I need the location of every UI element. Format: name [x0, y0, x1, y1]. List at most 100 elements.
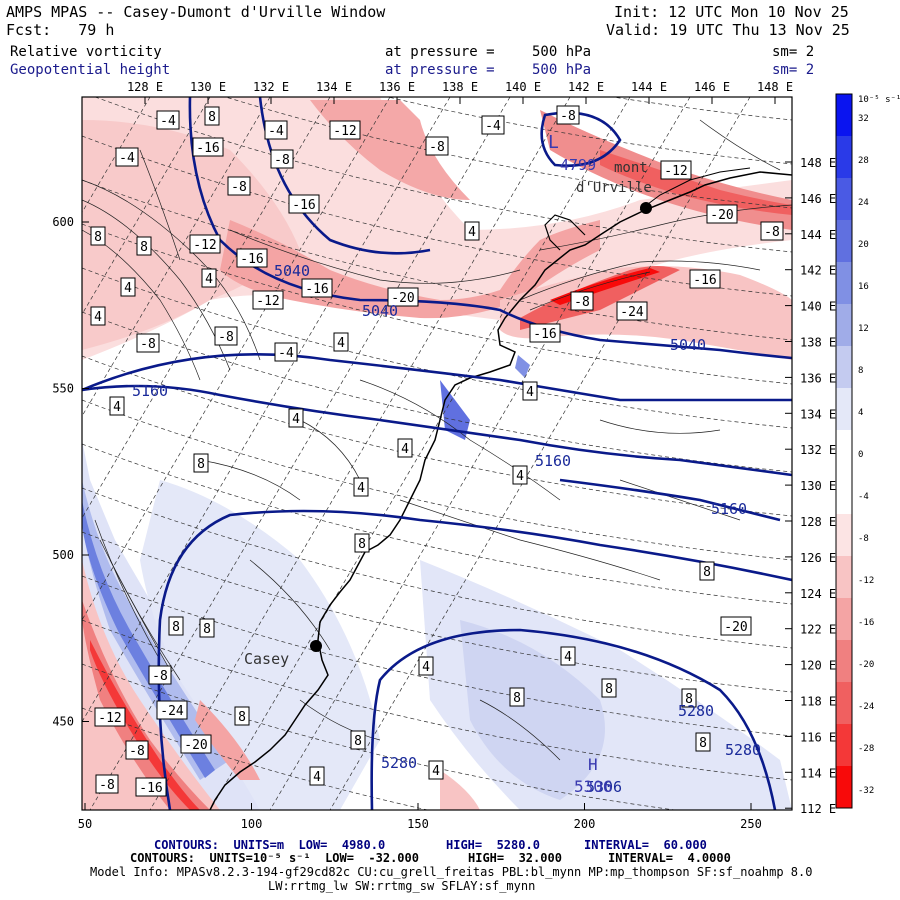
colorbar-segment — [836, 262, 852, 305]
vorticity-label: 4 — [309, 766, 325, 786]
vorticity-label: 8 — [193, 453, 209, 473]
colorbar-label: -20 — [858, 660, 874, 670]
vorticity-label: -16 — [288, 194, 320, 214]
svg-text:8: 8 — [354, 734, 362, 749]
height-contour-interval: INTERVAL= 60.000 — [584, 838, 707, 852]
svg-text:-16: -16 — [292, 198, 315, 213]
right-tick-label: 116 E — [800, 730, 836, 744]
right-tick-label: 112 E — [800, 802, 836, 816]
top-tick-label: 142 E — [568, 80, 604, 94]
colorbar-label: -12 — [858, 576, 874, 586]
height-label: 5306 — [586, 778, 622, 796]
top-tick-label: 148 E — [757, 80, 793, 94]
vorticity-label: -8 — [136, 333, 160, 353]
axis-ticks: 128 E 130 E 132 E 134 E 136 E 138 E 140 E 142 E… — [52, 80, 836, 831]
left-tick-label: 500 — [52, 548, 74, 562]
svg-text:4: 4 — [564, 650, 572, 665]
top-tick-label: 128 E — [127, 80, 163, 94]
vorticity-label: 4 — [288, 408, 304, 428]
colorbar-segment — [836, 766, 852, 809]
svg-text:8: 8 — [605, 682, 613, 697]
vorticity-label: -16 — [689, 269, 721, 289]
vorticity-label: -8 — [760, 221, 784, 241]
field-1-pressure: 500 hPa — [532, 44, 592, 60]
svg-text:-8: -8 — [429, 140, 445, 155]
field-2-pressure-label: at pressure = — [385, 62, 495, 78]
vorticity-label: 4 — [353, 477, 369, 497]
svg-text:-4: -4 — [278, 346, 294, 361]
colorbar-segment — [836, 94, 852, 137]
colorbar-label: 4 — [858, 408, 863, 418]
vorticity-label: -16 — [301, 278, 333, 298]
height-contour-high: HIGH= 5280.0 — [446, 838, 540, 852]
vorticity-label: 8 — [354, 533, 370, 553]
right-tick-label: 144 E — [800, 228, 836, 242]
height-label: 5280 — [725, 741, 761, 759]
colorbar-label: 32 — [858, 114, 869, 124]
svg-text:8: 8 — [358, 537, 366, 552]
vorticity-label: 4 — [201, 268, 217, 288]
colorbar-label: 8 — [858, 366, 863, 376]
vorticity-label: 8 — [204, 106, 220, 126]
height-contour-4799-ring — [540, 111, 622, 167]
valid-time: Valid: 19 UTC Thu 13 Nov 25 — [606, 21, 850, 39]
svg-text:-8: -8 — [560, 109, 576, 124]
vorticity-label: 4 — [522, 381, 538, 401]
vorticity-label: 4 — [428, 760, 444, 780]
svg-text:8: 8 — [197, 457, 205, 472]
svg-text:4: 4 — [124, 281, 132, 296]
svg-text:4: 4 — [292, 412, 300, 427]
svg-text:4: 4 — [526, 385, 534, 400]
height-label: 5280 — [381, 754, 417, 772]
right-tick-label: 126 E — [800, 551, 836, 565]
height-contour-5280 — [157, 509, 792, 810]
colorbar-segment — [836, 178, 852, 221]
height-label: 5160 — [535, 452, 571, 470]
vorticity-label: -4 — [156, 110, 180, 130]
inland-boundary — [639, 167, 751, 211]
height-contour-5160-right — [559, 478, 781, 522]
colorbar-segment — [836, 346, 852, 389]
bottom-tick-label: 100 — [241, 817, 263, 831]
vorticity-label: -20 — [706, 204, 738, 224]
vorticity-label: 4 — [90, 306, 106, 326]
colorbar-label: -24 — [858, 702, 874, 712]
map-title: AMPS MPAS -- Casey-Dumont d'Urville Wind… — [6, 3, 386, 21]
colorbar-label: -4 — [858, 492, 869, 502]
bottom-tick-label: 200 — [574, 817, 596, 831]
vorticity-label: -16 — [529, 323, 561, 343]
vorticity-label: -4 — [115, 147, 139, 167]
svg-text:4: 4 — [516, 469, 524, 484]
colorbar-segment — [836, 430, 852, 473]
top-tick-label: 132 E — [253, 80, 289, 94]
svg-text:4: 4 — [313, 770, 321, 785]
colorbar-label: -28 — [858, 744, 874, 754]
forecast-hour: Fcst: 79 h — [6, 21, 115, 39]
field-1-pressure-label: at pressure = — [385, 44, 495, 60]
vorticity-label: -4 — [481, 115, 505, 135]
svg-text:8: 8 — [203, 622, 211, 637]
vorticity-label: 8 — [601, 678, 617, 698]
svg-text:-16: -16 — [693, 273, 716, 288]
svg-text:-16: -16 — [139, 781, 162, 796]
right-tick-label: 146 E — [800, 192, 836, 206]
svg-text:-12: -12 — [256, 294, 279, 309]
vorticity-label: -20 — [387, 287, 419, 307]
high-marker: H — [588, 755, 598, 774]
vorticity-label: -16 — [236, 248, 268, 268]
svg-text:-16: -16 — [533, 327, 556, 342]
svg-text:8: 8 — [513, 691, 521, 706]
svg-text:-12: -12 — [98, 711, 121, 726]
colorbar-label: 24 — [858, 198, 869, 208]
vorticity-label: 4 — [512, 465, 528, 485]
colorbar-segment — [836, 472, 852, 515]
height-label: 5040 — [670, 336, 706, 354]
svg-text:-24: -24 — [160, 704, 184, 719]
colorbar-segment — [836, 724, 852, 767]
svg-text:-8: -8 — [152, 669, 168, 684]
svg-text:-8: -8 — [574, 295, 590, 310]
vorticity-label: 8 — [234, 706, 250, 726]
colorbar-segment — [836, 598, 852, 641]
vorticity-label: -20 — [720, 616, 752, 636]
